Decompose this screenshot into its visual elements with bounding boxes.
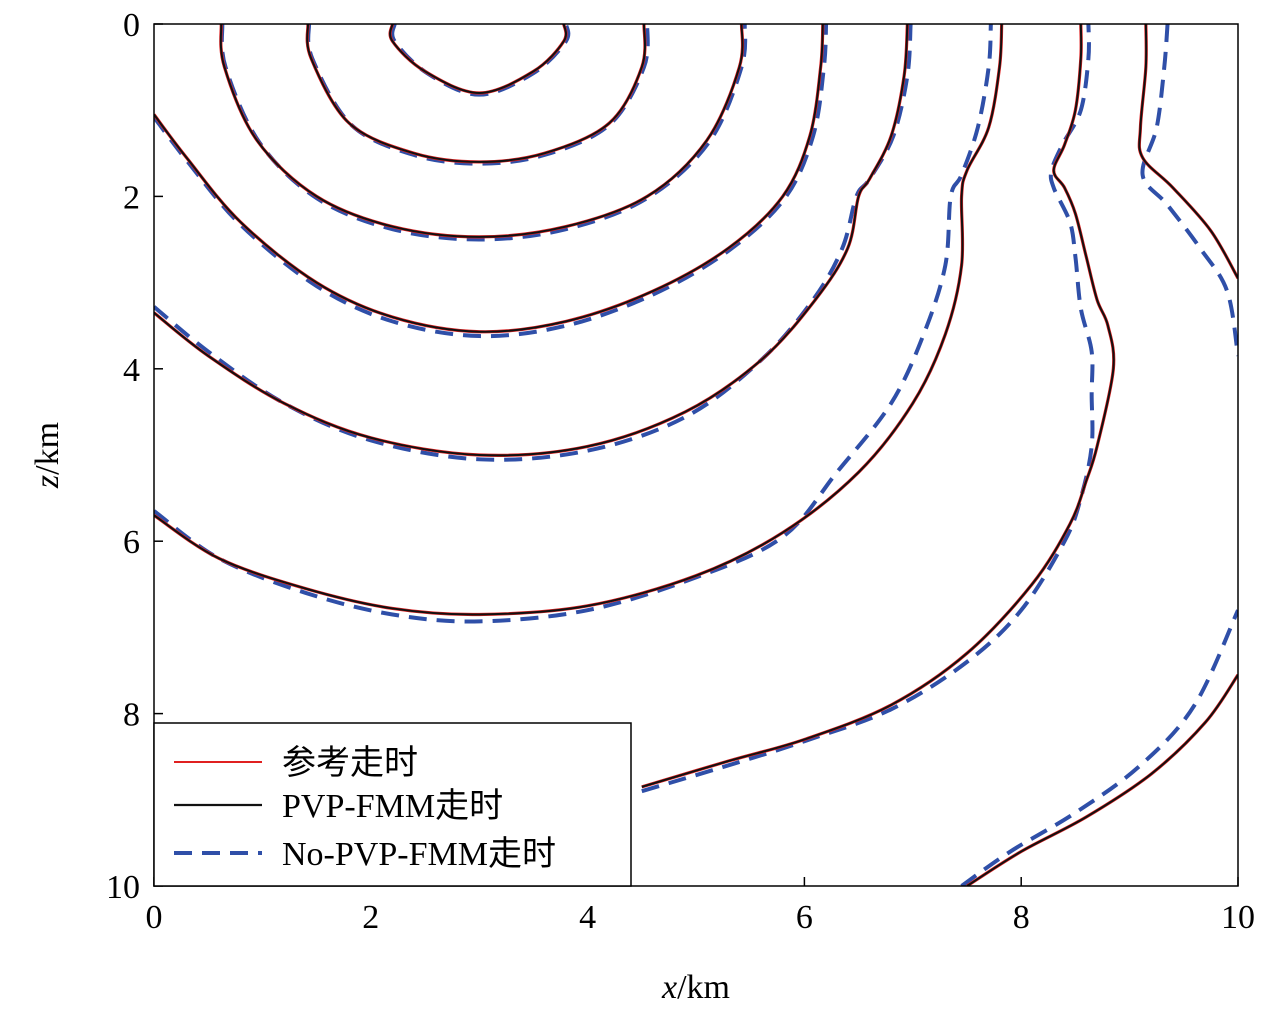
x-tick-label: 4 xyxy=(579,899,596,936)
contour-nopvp-c8 xyxy=(1140,24,1238,357)
contour-ref-c3 xyxy=(219,24,745,239)
contour-pvp-c5 xyxy=(154,24,909,457)
contour-pvp-c1 xyxy=(389,24,567,94)
contour-pvp-c7 xyxy=(641,24,1115,788)
contour-nopvp-c9 xyxy=(960,609,1238,886)
y-axis-label: z/km xyxy=(29,422,66,489)
contour-pvp-c2 xyxy=(306,24,646,163)
y-tick-label: 10 xyxy=(106,869,140,906)
y-tick-label: 4 xyxy=(123,352,140,389)
contour-ref-c1 xyxy=(388,24,568,95)
contour-ref-c9 xyxy=(966,673,1238,886)
contour-nopvp-c4 xyxy=(154,24,829,339)
plot-frame xyxy=(153,23,1239,887)
x-tick-label: 8 xyxy=(1013,899,1030,936)
y-tick-label: 6 xyxy=(123,524,140,561)
contour-pvp-c9 xyxy=(966,674,1238,886)
contour-pvp-c4 xyxy=(154,24,824,333)
contour-pvp-c8 xyxy=(1138,24,1238,279)
contour-ref-c7 xyxy=(641,24,1116,789)
x-tick-label: 2 xyxy=(362,899,379,936)
contour-ref-c5 xyxy=(154,24,909,457)
x-tick-label: 0 xyxy=(146,899,163,936)
contour-nopvp-c3 xyxy=(219,24,748,242)
x-axis-label: x/km xyxy=(661,969,730,1006)
legend-label-pvp: PVP-FMM走时 xyxy=(282,788,503,825)
y-tick-label: 2 xyxy=(123,179,140,216)
x-tick-label: 6 xyxy=(796,899,813,936)
contour-nopvp-c7 xyxy=(641,24,1095,794)
series-layer xyxy=(154,24,1238,886)
x-tick-label: 10 xyxy=(1221,899,1255,936)
contour-ref-c4 xyxy=(154,24,825,334)
contour-nopvp-c6 xyxy=(154,24,993,624)
legend: 参考走时 PVP-FMM走时 No-PVP-FMM走时 xyxy=(153,722,632,887)
legend-label-nopvp: No-PVP-FMM走时 xyxy=(282,836,556,873)
y-tick-label: 8 xyxy=(123,697,140,734)
contour-pvp-c3 xyxy=(219,24,744,238)
contour-ref-c8 xyxy=(1137,24,1238,280)
legend-label-ref: 参考走时 xyxy=(282,744,418,782)
contour-pvp-c6 xyxy=(154,24,1003,616)
y-tick-label: 0 xyxy=(123,7,140,44)
contour-nopvp-c1 xyxy=(390,24,571,97)
